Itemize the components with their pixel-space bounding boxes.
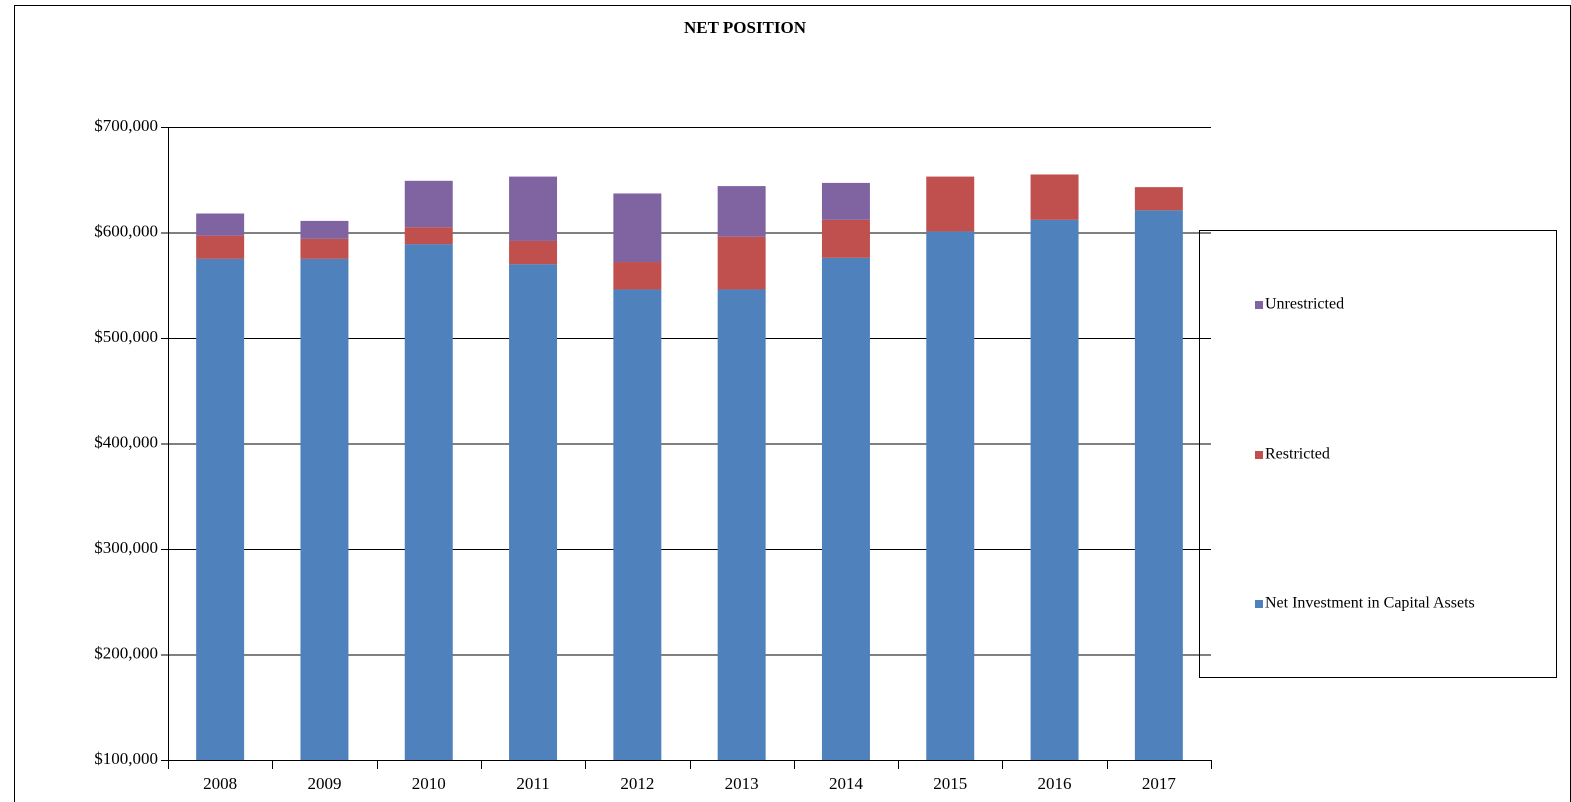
- bar-segment: [404, 244, 453, 761]
- bar-segment: [404, 180, 453, 228]
- y-tick-label: $100,000: [94, 749, 158, 768]
- bar-segment: [1134, 187, 1183, 211]
- bar-segment: [1030, 174, 1079, 220]
- bar-segment: [509, 264, 558, 760]
- legend-label: Restricted: [1265, 446, 1330, 463]
- bar-segment: [1030, 219, 1079, 761]
- y-tick-label: $500,000: [94, 327, 158, 346]
- bar-segment: [300, 238, 349, 259]
- bar-segment: [196, 213, 245, 236]
- x-tick-label: 2009: [307, 774, 341, 793]
- bar-segment: [196, 235, 245, 259]
- x-tick-label: 2012: [620, 774, 654, 793]
- bar-segment: [196, 258, 245, 760]
- legend-swatch: [1255, 600, 1263, 608]
- bar-segment: [613, 262, 662, 290]
- bar-segment: [821, 219, 870, 258]
- legend-label: Net Investment in Capital Assets: [1265, 595, 1475, 612]
- bar-segment: [300, 258, 349, 760]
- y-tick-label: $300,000: [94, 538, 158, 557]
- bar-segment: [821, 257, 870, 760]
- x-tick-label: 2015: [933, 774, 967, 793]
- bar-segment: [926, 231, 975, 760]
- bar-segment: [509, 240, 558, 265]
- bar-segment: [821, 182, 870, 220]
- x-tick-label: 2017: [1142, 774, 1177, 793]
- x-tick-label: 2016: [1038, 774, 1072, 793]
- legend-swatch: [1255, 301, 1263, 309]
- y-tick-label: $200,000: [94, 643, 158, 662]
- bar-segment: [613, 193, 662, 263]
- bar-segment: [509, 176, 558, 241]
- bar-segment: [1134, 210, 1183, 761]
- x-tick-label: 2008: [203, 774, 237, 793]
- bar-segment: [717, 289, 766, 760]
- y-tick-label: $600,000: [94, 221, 158, 240]
- y-tick-label: $400,000: [94, 432, 158, 451]
- bar-segment: [300, 220, 349, 239]
- x-tick-label: 2011: [516, 774, 549, 793]
- x-tick-label: 2010: [412, 774, 446, 793]
- chart-title: NET POSITION: [684, 18, 807, 37]
- y-tick-label: $700,000: [94, 116, 158, 135]
- bar-segment: [717, 236, 766, 290]
- x-tick-label: 2014: [829, 774, 864, 793]
- bar-segment: [926, 176, 975, 232]
- bar-segment: [613, 289, 662, 760]
- legend-swatch: [1255, 451, 1263, 459]
- bar-segment: [717, 186, 766, 237]
- legend-label: Unrestricted: [1265, 296, 1344, 313]
- bar-segment: [404, 227, 453, 245]
- x-tick-label: 2013: [725, 774, 759, 793]
